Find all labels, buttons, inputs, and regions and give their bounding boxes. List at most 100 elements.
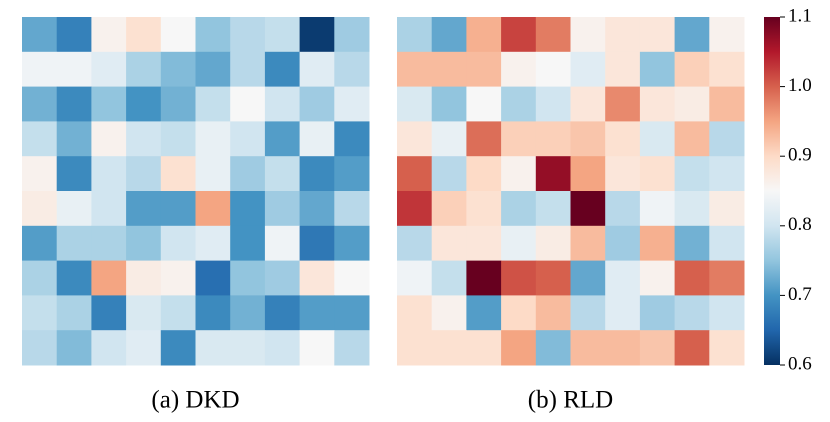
heatmap-cell: [56, 295, 92, 331]
heatmap-cell: [605, 295, 641, 331]
heatmap-cell: [709, 86, 745, 122]
heatmap-cell: [466, 51, 502, 88]
heatmap-cell: [334, 260, 370, 296]
heatmap-cell: [195, 191, 231, 227]
heatmap-cell: [431, 225, 467, 262]
heatmap-cell: [605, 191, 641, 227]
heatmap-cell: [264, 86, 301, 122]
heatmap-cell: [299, 156, 335, 192]
heatmap-cell: [334, 330, 370, 366]
heatmap-cell: [431, 86, 467, 122]
heatmap-cell: [230, 260, 266, 296]
heatmap-cell: [535, 17, 571, 53]
heatmap-cell: [334, 156, 370, 192]
heatmap-cell: [674, 295, 710, 331]
heatmap-cell: [639, 191, 676, 227]
colorbar-tick-label: 1.1: [788, 5, 812, 26]
heatmap-cell: [605, 260, 641, 296]
heatmap-cell: [91, 260, 127, 296]
heatmap-cell: [334, 86, 370, 122]
heatmap-cell: [639, 51, 676, 88]
heatmap-cell: [126, 330, 162, 366]
heatmap-cell: [466, 156, 502, 192]
heatmap-cell: [299, 51, 335, 88]
heatmap-cell: [535, 156, 571, 192]
heatmap-cell: [91, 51, 127, 88]
heatmap-cell: [264, 156, 301, 192]
heatmap-cell: [230, 86, 266, 122]
heatmap-cell: [397, 191, 433, 227]
heatmap-cell: [501, 86, 537, 122]
heatmap-cell: [605, 225, 641, 262]
heatmap-cell: [22, 156, 58, 192]
heatmap-cell: [334, 295, 370, 331]
heatmap-cell: [466, 191, 502, 227]
heatmap-cell: [397, 156, 433, 192]
heatmap-cell: [570, 225, 606, 262]
heatmap-cell: [674, 17, 710, 53]
heatmap-cell: [466, 121, 502, 157]
heatmap-cell: [570, 17, 606, 53]
heatmap-cell: [397, 295, 433, 331]
heatmap-cell: [126, 17, 162, 53]
heatmap-cell: [334, 191, 370, 227]
heatmap-cell: [22, 51, 58, 88]
heatmap-cell: [709, 121, 745, 157]
heatmap-cell: [570, 86, 606, 122]
heatmap-cell: [570, 191, 606, 227]
heatmap-cell: [22, 295, 58, 331]
heatmap-cell: [639, 260, 676, 296]
heatmap-cell: [709, 330, 745, 366]
heatmap-cell: [605, 86, 641, 122]
heatmap-cell: [230, 17, 266, 53]
heatmap-cell: [22, 225, 58, 262]
heatmap-cell: [126, 86, 162, 122]
heatmap-cell: [334, 17, 370, 53]
heatmap-cell: [230, 330, 266, 366]
heatmap-cell: [56, 121, 92, 157]
heatmap-cell: [126, 295, 162, 331]
panel-caption: (b) RLD: [528, 387, 613, 414]
heatmap-cell: [195, 330, 231, 366]
heatmap-cell: [22, 121, 58, 157]
heatmap-cell: [466, 225, 502, 262]
heatmap-cell: [501, 121, 537, 157]
heatmap-cell: [91, 156, 127, 192]
heatmap-cell: [195, 17, 231, 53]
heatmap-cell: [56, 330, 92, 366]
heatmap-cell: [264, 330, 301, 366]
heatmap-cell: [334, 51, 370, 88]
heatmap-cell: [709, 17, 745, 53]
heatmap-cell: [397, 86, 433, 122]
heatmap-cell: [709, 156, 745, 192]
heatmap-cell: [230, 156, 266, 192]
heatmap-cell: [674, 156, 710, 192]
heatmap-cell: [91, 295, 127, 331]
heatmap-cell: [264, 51, 301, 88]
heatmap-cell: [397, 17, 433, 53]
heatmap-cell: [299, 330, 335, 366]
heatmap-cell: [709, 260, 745, 296]
heatmap-cell: [195, 86, 231, 122]
heatmap-cell: [466, 86, 502, 122]
heatmap-cell: [126, 121, 162, 157]
heatmap: [22, 17, 370, 366]
heatmap-cell: [22, 86, 58, 122]
heatmap-cell: [535, 191, 571, 227]
heatmap-cell: [709, 191, 745, 227]
heatmap-cell: [466, 17, 502, 53]
heatmap-cell: [570, 295, 606, 331]
heatmap-cell: [639, 295, 676, 331]
heatmap-cell: [501, 295, 537, 331]
heatmap-cell: [230, 295, 266, 331]
heatmap-cell: [605, 330, 641, 366]
heatmap-cell: [535, 260, 571, 296]
heatmap-cell: [264, 191, 301, 227]
colorbar-tick-label: 0.9: [788, 145, 812, 166]
heatmap-cell: [160, 260, 196, 296]
heatmap-cell: [639, 121, 676, 157]
heatmap-cell: [334, 225, 370, 262]
heatmap-cell: [674, 191, 710, 227]
colorbar-tick-label: 1.0: [788, 75, 812, 96]
heatmap-cell: [674, 86, 710, 122]
